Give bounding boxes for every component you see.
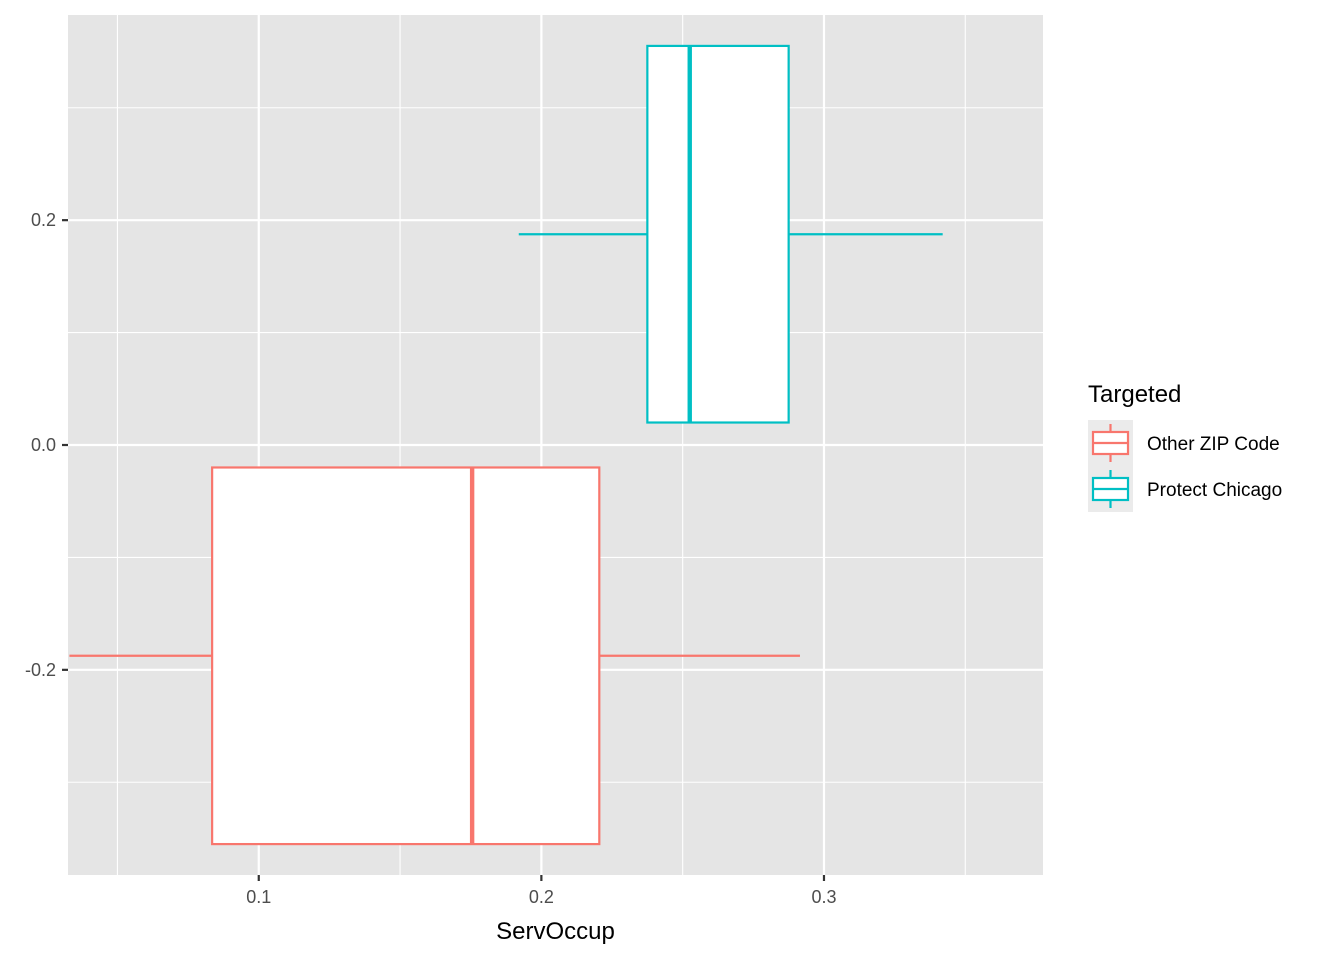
legend-label: Other ZIP Code: [1147, 434, 1280, 455]
legend: Targeted Other ZIP Code Protect Chicago: [1088, 381, 1282, 512]
x-tick-label: 0.1: [246, 887, 271, 907]
interquartile-box: [211, 466, 601, 846]
legend-label: Protect Chicago: [1147, 480, 1282, 501]
legend-title: Targeted: [1088, 381, 1181, 408]
box-protect-chicago: [518, 44, 943, 424]
box-series: [69, 44, 943, 846]
y-tick-label: -0.2: [25, 660, 56, 680]
x-axis-title: ServOccup: [496, 918, 615, 945]
legend-items: Other ZIP Code Protect Chicago: [1088, 420, 1282, 512]
legend-item: Protect Chicago: [1088, 466, 1282, 512]
y-axis: 0.2 0.0 -0.2: [25, 210, 68, 680]
y-tick-label: 0.0: [31, 435, 56, 455]
legend-item: Other ZIP Code: [1088, 420, 1280, 466]
interquartile-box: [646, 44, 790, 424]
x-tick-label: 0.3: [811, 887, 836, 907]
box-other-zip-code: [69, 466, 800, 846]
y-tick-label: 0.2: [31, 210, 56, 230]
x-tick-label: 0.2: [529, 887, 554, 907]
x-axis: 0.1 0.2 0.3: [246, 875, 836, 907]
